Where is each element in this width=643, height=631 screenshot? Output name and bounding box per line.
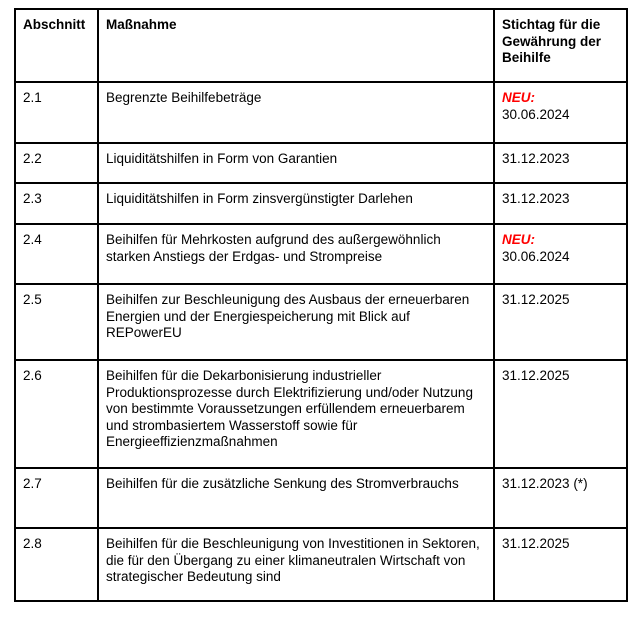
measure-cell: Beihilfen für Mehrkosten aufgrund des au… (97, 223, 495, 285)
header-measure: Maßnahme (97, 8, 495, 83)
table-row: 2.5 Beihilfen zur Beschleunigung des Aus… (14, 283, 628, 361)
neu-marker: NEU: (502, 232, 535, 247)
deadline-date: 30.06.2024 (502, 248, 570, 264)
measure-cell: Beihilfen für die zusätzliche Senkung de… (97, 467, 495, 529)
deadline-cell: NEU: 30.06.2024 (493, 81, 628, 144)
measure-cell: Beihilfen für die Beschleunigung von Inv… (97, 527, 495, 602)
table-row: 2.7 Beihilfen für die zusätzliche Senkun… (14, 467, 628, 529)
section-cell: 2.2 (14, 142, 99, 184)
deadline-cell: 31.12.2025 (493, 359, 628, 469)
section-cell: 2.1 (14, 81, 99, 144)
header-section: Abschnitt (14, 8, 99, 83)
section-cell: 2.3 (14, 182, 99, 225)
section-cell: 2.4 (14, 223, 99, 285)
measure-cell: Beihilfen für die Dekarbonisierung indus… (97, 359, 495, 469)
deadline-cell: 31.12.2023 (493, 182, 628, 225)
deadline-date: 30.06.2024 (502, 106, 570, 122)
table-row: 2.8 Beihilfen für die Beschleunigung von… (14, 527, 628, 602)
header-deadline: Stichtag für die Gewährung der Beihilfe (493, 8, 628, 83)
section-cell: 2.7 (14, 467, 99, 529)
neu-marker: NEU: (502, 90, 535, 105)
deadline-date: 31.12.2025 (502, 536, 570, 551)
table-row: 2.1 Begrenzte Beihilfebeträge NEU: 30.06… (14, 81, 628, 144)
deadline-date: 31.12.2025 (502, 368, 570, 383)
deadline-date: 31.12.2023 (502, 151, 570, 166)
measure-cell: Begrenzte Beihilfebeträge (97, 81, 495, 144)
deadline-cell: 31.12.2023 (*) (493, 467, 628, 529)
deadline-cell: 31.12.2025 (493, 283, 628, 361)
section-cell: 2.8 (14, 527, 99, 602)
deadline-cell: NEU: 30.06.2024 (493, 223, 628, 285)
deadline-cell: 31.12.2023 (493, 142, 628, 184)
table-header-row: Abschnitt Maßnahme Stichtag für die Gewä… (14, 8, 628, 83)
deadline-date: 31.12.2025 (502, 292, 570, 307)
deadline-date: 31.12.2023 (*) (502, 476, 588, 491)
table-row: 2.2 Liquiditätshilfen in Form von Garant… (14, 142, 628, 184)
deadline-date: 31.12.2023 (502, 191, 570, 206)
measure-cell: Beihilfen zur Beschleunigung des Ausbaus… (97, 283, 495, 361)
table-row: 2.6 Beihilfen für die Dekarbonisierung i… (14, 359, 628, 469)
measure-cell: Liquiditätshilfen in Form zinsvergünstig… (97, 182, 495, 225)
section-cell: 2.5 (14, 283, 99, 361)
deadline-cell: 31.12.2025 (493, 527, 628, 602)
section-cell: 2.6 (14, 359, 99, 469)
measure-cell: Liquiditätshilfen in Form von Garantien (97, 142, 495, 184)
table-row: 2.3 Liquiditätshilfen in Form zinsvergün… (14, 182, 628, 225)
table-row: 2.4 Beihilfen für Mehrkosten aufgrund de… (14, 223, 628, 285)
aid-deadlines-table: Abschnitt Maßnahme Stichtag für die Gewä… (14, 8, 628, 602)
